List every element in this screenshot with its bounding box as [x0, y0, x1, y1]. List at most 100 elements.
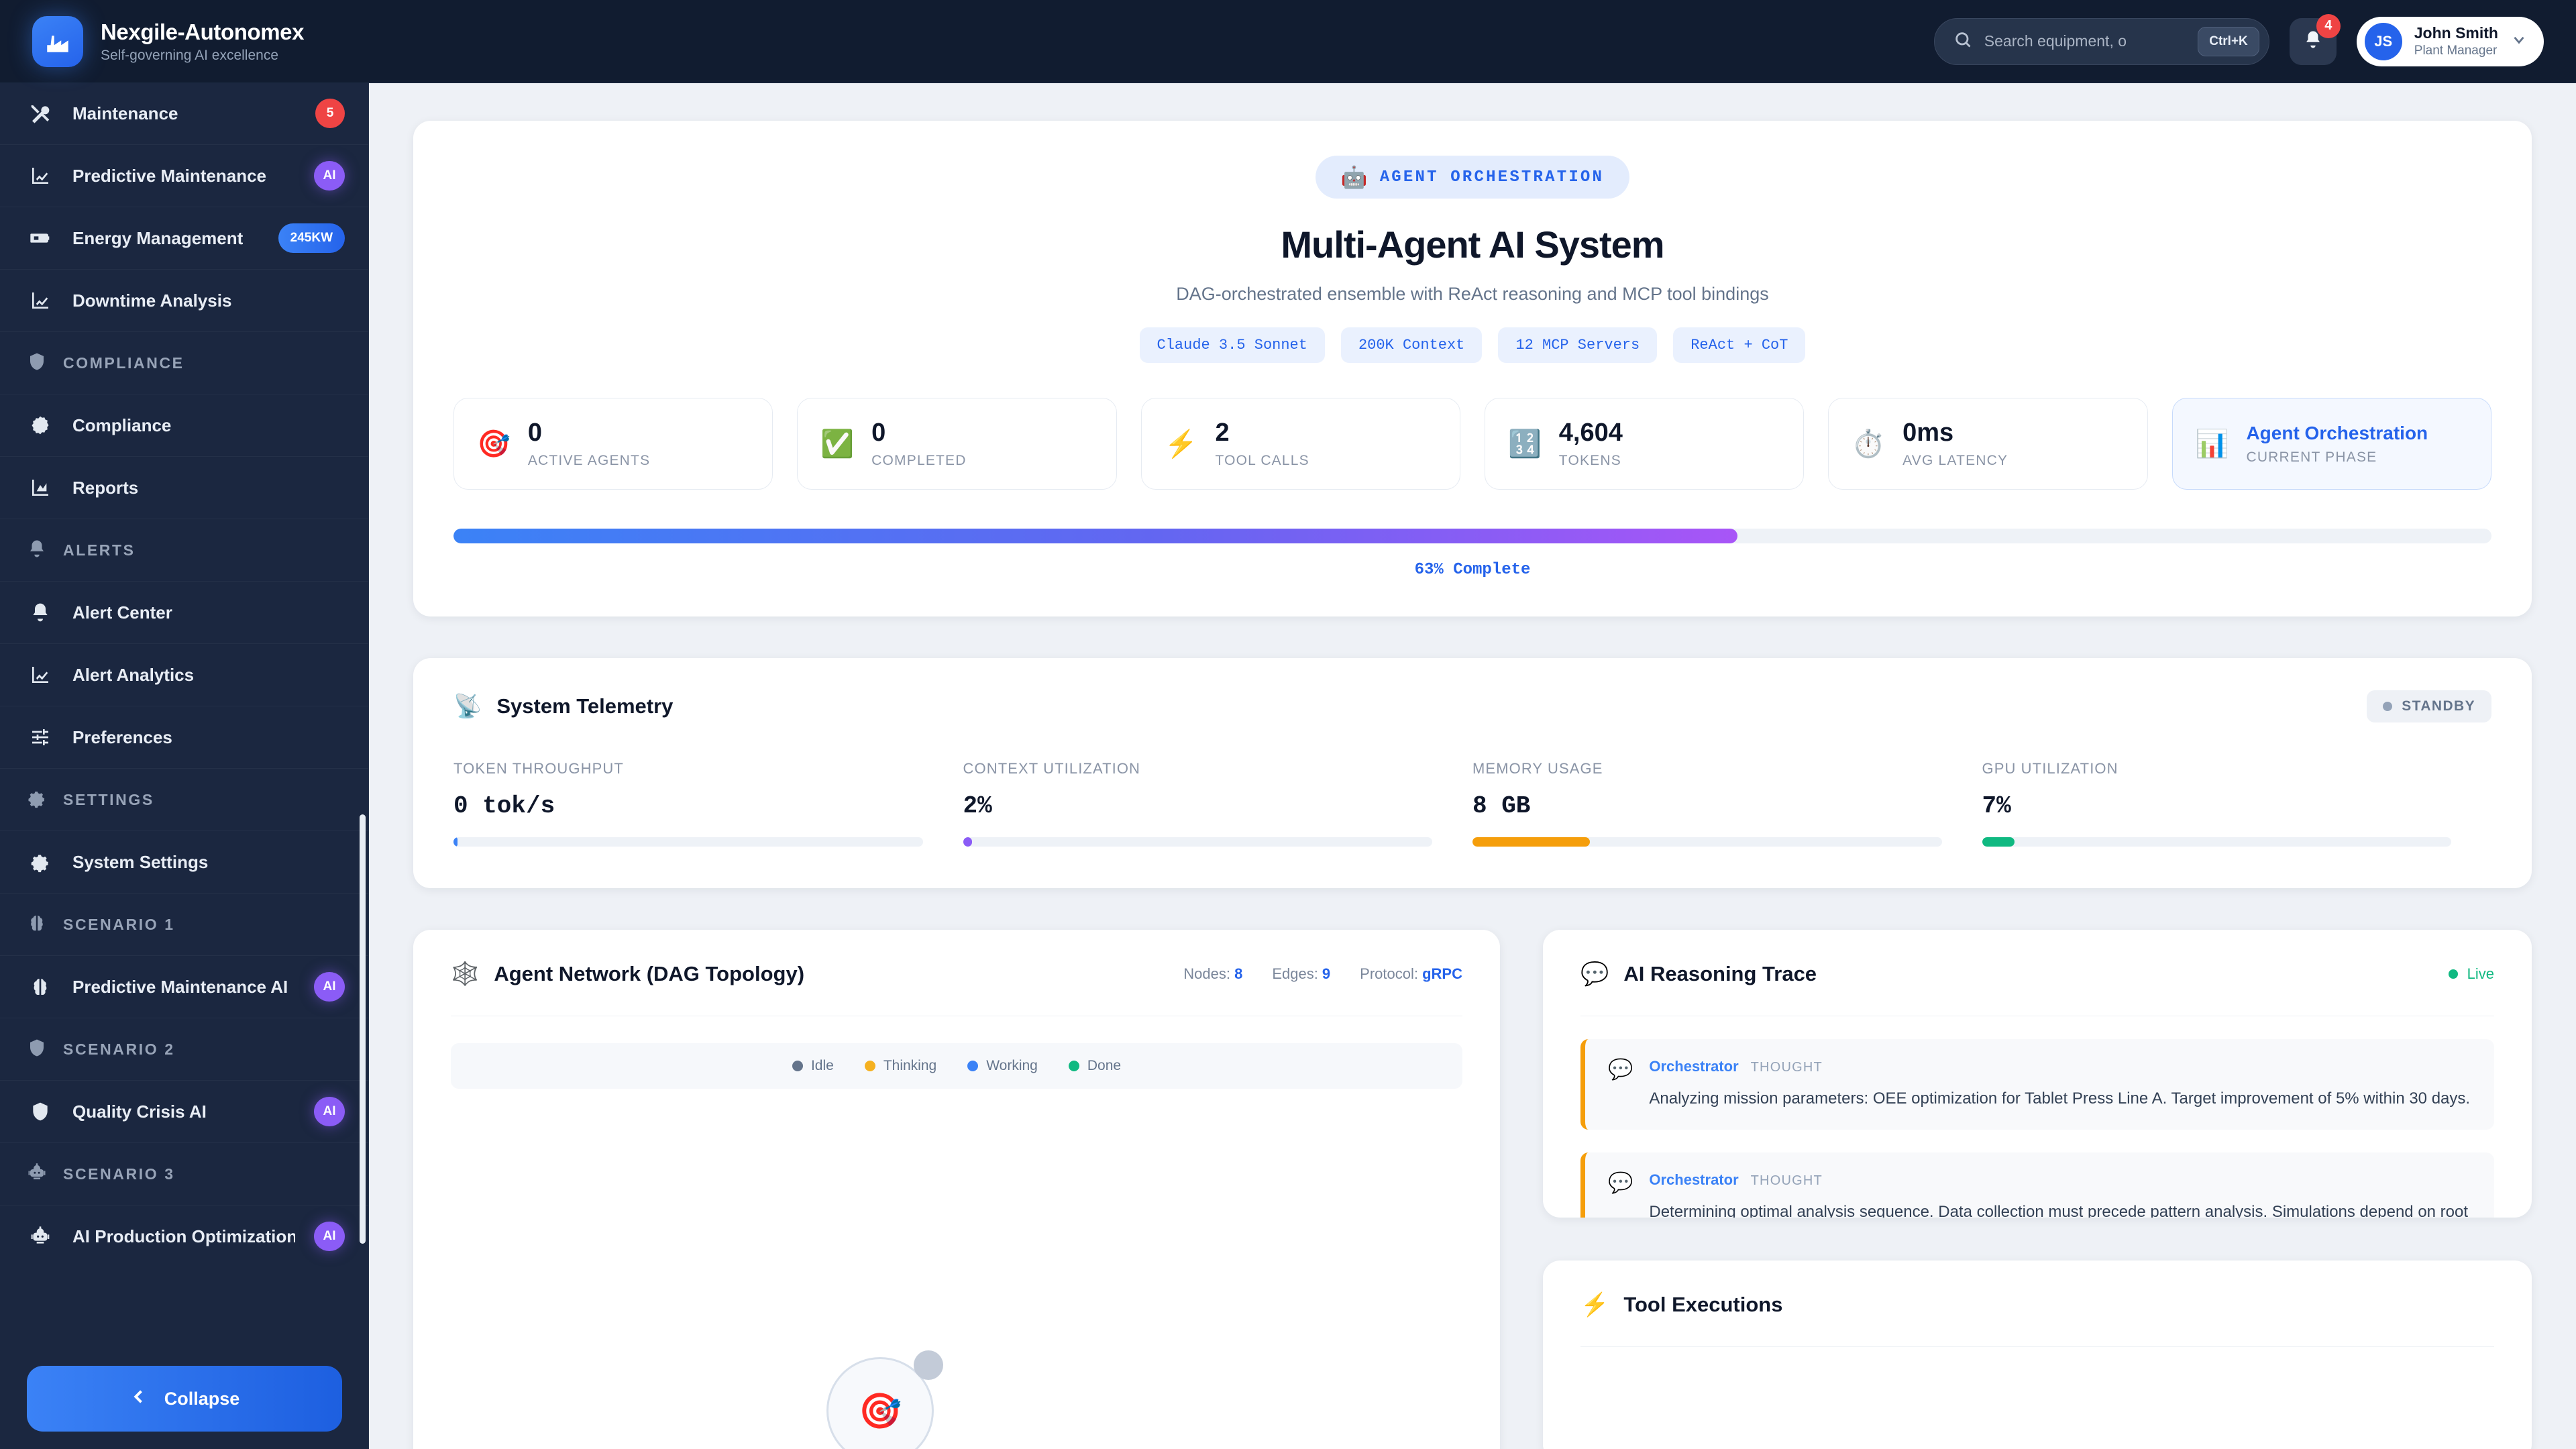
sidebar-item-energy-management[interactable]: Energy Management 245KW [0, 207, 368, 269]
trace-agent-name: Orchestrator [1649, 1171, 1739, 1189]
sidebar-item-alert-analytics[interactable]: Alert Analytics [0, 643, 368, 706]
chevron-down-icon [2510, 31, 2528, 52]
dag-node-dot[interactable] [914, 1350, 943, 1380]
sidebar-item-downtime-analysis[interactable]: Downtime Analysis [0, 269, 368, 331]
line-chart-icon [27, 290, 54, 311]
stat-card: ⏱️ 0ms AVG LATENCY [1828, 398, 2148, 490]
stat-card: ✅ 0 COMPLETED [797, 398, 1117, 490]
ai-reasoning-trace-card: 💬 AI Reasoning Trace Live 💬 Orchestrator T… [1543, 930, 2532, 1218]
agent-network-meta-item: Protocol: gRPC [1360, 965, 1462, 982]
telemetry-metric: GPU UTILIZATION 7% [1982, 760, 2492, 847]
stopwatch-emoji-icon: ⏱️ [1851, 429, 1886, 459]
legend-item: Working [967, 1058, 1038, 1074]
area-chart-icon [27, 477, 54, 498]
hero-tag: 12 MCP Servers [1498, 327, 1658, 363]
app-subtitle: Self-governing AI excellence [101, 47, 278, 63]
search-input[interactable] [1984, 32, 2186, 50]
legend-dot-icon [1068, 1061, 1079, 1071]
bell-icon [2303, 30, 2323, 53]
tools-icon [27, 103, 54, 124]
reasoning-trace-list[interactable]: 💬 Orchestrator THOUGHT Analyzing mission pa… [1580, 1016, 2494, 1218]
dag-canvas[interactable]: 🎯 [451, 1089, 1462, 1449]
trace-entry-text: Determining optimal analysis sequence. D… [1649, 1203, 2469, 1218]
sidebar-item-label: Maintenance [72, 103, 178, 123]
lightning-emoji-icon: ⚡ [1580, 1292, 1609, 1318]
speech-emoji-icon: 💬 [1608, 1172, 1633, 1195]
sidebar-section-label: SCENARIO 2 [63, 1040, 175, 1058]
agent-network-legend: Idle Thinking Working Done [451, 1043, 1462, 1089]
trace-agent-name: Orchestrator [1649, 1058, 1739, 1075]
sidebar-item-quality-crisis-ai[interactable]: Quality Crisis AI AI [0, 1080, 368, 1142]
brain-icon [27, 976, 54, 998]
sidebar-item-predictive-maintenance[interactable]: Predictive Maintenance AI [0, 144, 368, 207]
hero-tag: 200K Context [1340, 327, 1483, 363]
line-chart-icon [27, 165, 54, 186]
telemetry-metric: TOKEN THROUGHPUT 0 tok/s [453, 760, 963, 847]
divider [1580, 1346, 2494, 1347]
shield-icon [27, 352, 47, 375]
sidebar-item-ai-production-optimization[interactable]: AI Production Optimization AI [0, 1205, 368, 1267]
sidebar-item-maintenance[interactable]: Maintenance 5 [0, 83, 368, 144]
sidebar-item-compliance[interactable]: Compliance [0, 394, 368, 456]
sidebar-section-compliance: COMPLIANCE [0, 331, 368, 394]
sidebar-section-scenario-3: SCENARIO 3 [0, 1142, 368, 1205]
sidebar-item-label: Reports [72, 477, 139, 498]
sidebar-item-label: Preferences [72, 727, 172, 747]
sidebar-item-alert-center[interactable]: Alert Center [0, 581, 368, 643]
telemetry-metric: MEMORY USAGE 8 GB [1472, 760, 1982, 847]
sidebar-scrollbar[interactable] [360, 814, 366, 1244]
sidebar-item-predictive-maintenance-ai[interactable]: Predictive Maintenance AI AI [0, 955, 368, 1018]
stat-value: 0ms [1902, 419, 1954, 447]
brain-icon [27, 913, 47, 936]
stat-label: CURRENT PHASE [2246, 449, 2377, 465]
sidebar-item-label: Compliance [72, 415, 172, 435]
stat-label: COMPLETED [871, 453, 967, 468]
sidebar-section-scenario-2: SCENARIO 2 [0, 1018, 368, 1080]
shield-icon [27, 1101, 54, 1122]
agent-network-card: 🕸️ Agent Network (DAG Topology) Nodes: 8… [413, 930, 1500, 1449]
app-title: Nexgile-Autonomex [101, 19, 305, 44]
line-chart-icon [27, 664, 54, 686]
legend-dot-icon [792, 1061, 803, 1071]
telemetry-metric-bar [453, 837, 923, 847]
bell-icon [27, 602, 54, 623]
user-role: Plant Manager [2414, 44, 2498, 58]
battery-icon [27, 227, 54, 249]
target-emoji-icon: 🎯 [858, 1391, 902, 1431]
sidebar-section-label: SETTINGS [63, 790, 154, 808]
sliders-icon [27, 727, 54, 748]
notifications-button[interactable]: 4 [2289, 13, 2341, 65]
robot-icon [27, 1163, 47, 1186]
user-menu[interactable]: JS John Smith Plant Manager [2356, 16, 2544, 66]
telemetry-metric-bar [1982, 837, 2451, 847]
sidebar-item-system-settings[interactable]: System Settings [0, 830, 368, 893]
collapse-sidebar-button[interactable]: Collapse [27, 1366, 342, 1432]
telemetry-metric-bar [1472, 837, 1942, 847]
brand[interactable]: Nexgile-Autonomex Self-governing AI exce… [0, 15, 305, 67]
sidebar-item-label: Energy Management [72, 227, 244, 248]
sidebar-item-reports[interactable]: Reports [0, 456, 368, 519]
trace-entry-kind: THOUGHT [1750, 1173, 1823, 1189]
stat-value: 4,604 [1558, 419, 1623, 447]
agent-orchestration-pill: 🤖 AGENT ORCHESTRATION [1315, 156, 1630, 199]
shield-icon [27, 1038, 47, 1061]
stat-label: TOKENS [1558, 453, 1621, 468]
telemetry-metric-label: TOKEN THROUGHPUT [453, 760, 624, 777]
telemetry-metric: CONTEXT UTILIZATION 2% [963, 760, 1473, 847]
reasoning-trace-title: AI Reasoning Trace [1623, 962, 1817, 985]
tool-executions-title: Tool Executions [1623, 1293, 1783, 1316]
system-telemetry-card: 📡 System Telemetry STANDBY TOKEN THROUGH… [413, 658, 2532, 888]
agent-network-meta-item: Edges: 9 [1272, 965, 1331, 982]
sidebar-section-scenario-1: SCENARIO 1 [0, 893, 368, 955]
live-dot-icon [2448, 969, 2458, 979]
factory-icon [32, 15, 83, 67]
avatar: JS [2364, 22, 2402, 60]
sidebar-item-preferences[interactable]: Preferences [0, 706, 368, 768]
sidebar-item-label: System Settings [72, 851, 209, 872]
search-box[interactable]: Ctrl+K [1933, 17, 2269, 65]
hero-tag-list: Claude 3.5 Sonnet 200K Context 12 MCP Serv… [453, 327, 2491, 363]
sidebar-section-alerts: ALERTS [0, 519, 368, 581]
telemetry-metric-bar [963, 837, 1432, 847]
sidebar-section-label: COMPLIANCE [63, 354, 184, 372]
